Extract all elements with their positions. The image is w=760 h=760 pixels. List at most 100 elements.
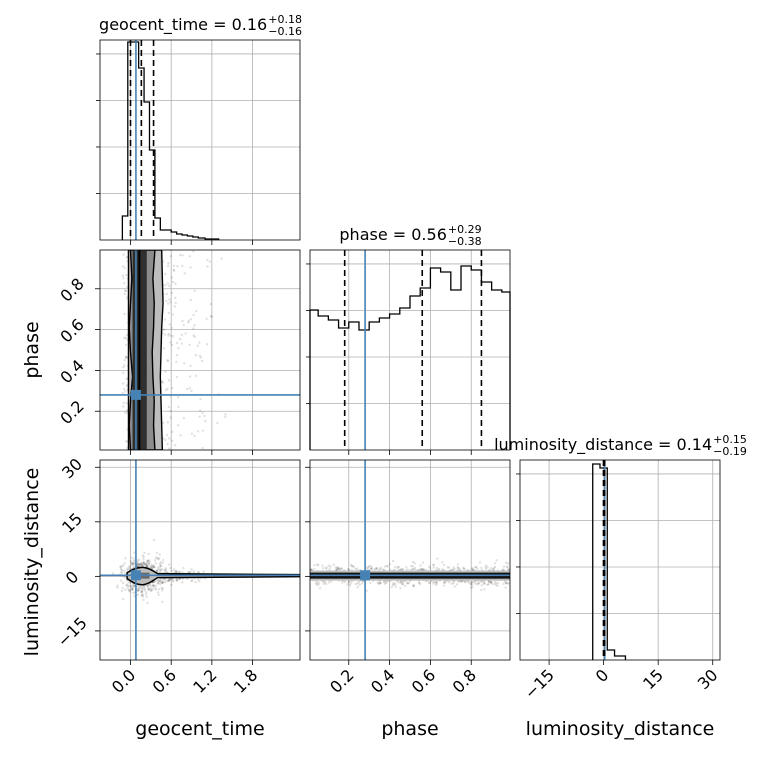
sample-point (116, 584, 119, 587)
sample-point (122, 253, 125, 256)
sample-point (366, 566, 369, 569)
sample-point (152, 538, 156, 542)
sample-point (224, 413, 227, 416)
sample-point (164, 571, 167, 574)
sample-point (190, 568, 193, 571)
sample-point (507, 581, 510, 585)
sample-point (175, 360, 178, 364)
sample-point (477, 581, 480, 585)
sample-point (153, 580, 156, 584)
sample-point (169, 300, 172, 304)
sample-point (419, 567, 423, 570)
sample-point (148, 559, 151, 562)
sample-point (140, 562, 143, 566)
sample-point (164, 568, 167, 572)
sample-point (196, 578, 200, 581)
sample-point (490, 580, 493, 584)
sample-point (150, 566, 153, 570)
sample-point (413, 566, 417, 570)
sample-point (124, 411, 127, 415)
sample-point (391, 583, 394, 587)
sample-point (480, 584, 484, 587)
x-tick-label: 0.6 (149, 665, 180, 696)
sample-point (123, 364, 126, 367)
sample-point (382, 568, 385, 571)
sample-point (351, 565, 354, 568)
sample-point (486, 566, 489, 569)
sample-point (403, 584, 407, 587)
sample-point (152, 564, 155, 567)
sample-point (132, 591, 135, 595)
sample-point (122, 387, 126, 391)
sample-point (410, 564, 413, 568)
sample-point (154, 587, 157, 590)
sample-point (168, 437, 171, 440)
sample-point (167, 579, 170, 583)
sample-point (456, 568, 460, 571)
sample-point (153, 580, 156, 583)
sample-point (420, 568, 424, 571)
sample-point (146, 584, 149, 588)
sample-point (396, 580, 400, 584)
sample-point (493, 580, 497, 584)
sample-point (170, 343, 174, 347)
sample-point (471, 568, 475, 572)
sample-point (189, 364, 192, 368)
sample-point (172, 268, 176, 271)
sample-point (150, 587, 153, 590)
x-tick-label: 15 (639, 665, 667, 693)
sample-point (313, 564, 316, 567)
sample-point (164, 272, 167, 276)
sample-point (203, 419, 207, 423)
sample-point (179, 434, 182, 437)
sample-point (347, 568, 350, 571)
sample-point (480, 588, 483, 592)
sample-point (142, 557, 145, 561)
sample-point (129, 585, 132, 588)
sample-point (194, 353, 198, 357)
sample-point (160, 589, 164, 592)
sample-point (121, 405, 125, 408)
sample-point (435, 582, 439, 585)
sample-point (348, 584, 352, 587)
sample-point (131, 586, 134, 589)
panel-frame (519, 459, 721, 661)
sample-point (442, 581, 446, 584)
sample-point (352, 565, 356, 569)
sample-point (450, 568, 453, 571)
sample-point (385, 564, 388, 567)
sample-point (152, 584, 156, 587)
sample-point (375, 567, 379, 570)
sample-point (158, 579, 161, 583)
sample-point (159, 579, 162, 583)
sample-point (483, 581, 486, 584)
sample-point (127, 588, 131, 592)
sample-point (446, 566, 449, 569)
sample-point (181, 319, 184, 323)
sample-point (124, 289, 128, 293)
sample-point (323, 580, 327, 584)
sample-point (379, 566, 382, 569)
sample-point (146, 584, 149, 588)
sample-point (140, 561, 143, 565)
x-tick-label: 1.8 (230, 665, 261, 696)
sample-point (147, 588, 151, 591)
sample-point (442, 568, 445, 572)
sample-point (192, 313, 195, 317)
sample-point (140, 591, 143, 594)
x-tick-label: 0.2 (326, 665, 357, 696)
sample-point (144, 562, 147, 566)
sample-point (482, 582, 485, 585)
sample-point (477, 582, 481, 585)
panel-frame (99, 39, 301, 241)
y-tick-label: 0.6 (56, 315, 87, 346)
sample-point (190, 579, 193, 583)
sample-point (310, 568, 313, 572)
sample-point (476, 583, 479, 586)
sample-point (486, 583, 489, 587)
sample-point (173, 305, 177, 308)
sample-point (382, 580, 386, 584)
sample-point (358, 583, 361, 587)
sample-point (462, 567, 465, 570)
sample-point (180, 342, 184, 345)
